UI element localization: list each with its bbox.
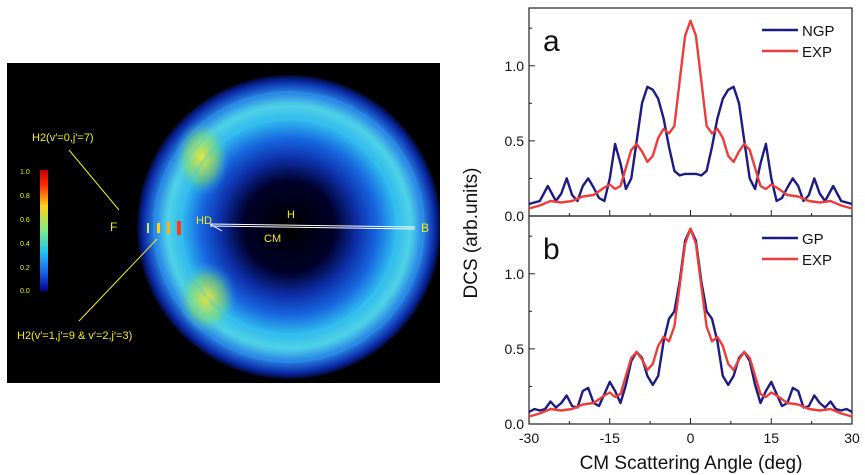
y-tick-label: 1.0: [505, 58, 525, 74]
x-tick-label: -15: [600, 430, 620, 446]
legend-label: NGP: [802, 23, 835, 40]
velocity-map-image: 1.0 0.8 0.6 0.4 0.2 0.0 H2(v′=0,j′=7) H2…: [7, 63, 440, 383]
colorbar-tick: 0.4: [20, 241, 30, 248]
colorbar-tick: 1.0: [20, 169, 30, 176]
x-tick-label: 30: [844, 430, 860, 446]
legend-label: EXP: [802, 252, 832, 269]
y-tick-label: 1.0: [505, 266, 525, 282]
y-axis-label: DCS (arb.units): [461, 167, 482, 299]
hot-spot-lower: [177, 262, 237, 334]
colorbar-tick: 0.6: [20, 217, 30, 224]
panel-label: a: [543, 25, 560, 58]
annotation-bottom: H2(v′=1,j′=9 & v′=2,j′=3): [17, 330, 132, 342]
streak: [177, 221, 181, 235]
label-CM: CM: [264, 233, 281, 245]
x-axis-label: CM Scattering Angle (deg): [579, 453, 803, 474]
y-tick-label: 0.5: [505, 133, 525, 149]
y-tick-label: 0.0: [505, 416, 525, 432]
x-tick-label: 0: [687, 430, 695, 446]
label-B: B: [421, 221, 429, 235]
series-line-ngp: [528, 85, 853, 206]
colorbar-tick: 0.2: [20, 265, 30, 272]
hot-spot-upper: [174, 120, 230, 196]
colorbar-tick: 0.8: [20, 193, 30, 200]
x-tick-label: 15: [763, 430, 779, 446]
x-tick-label: -30: [519, 430, 539, 446]
colorbar: [40, 170, 48, 291]
colorbar-tick: 0.0: [20, 288, 30, 295]
label-H: H: [287, 209, 295, 221]
colorbar-ticks: 1.0 0.8 0.6 0.4 0.2 0.0: [20, 169, 30, 295]
label-F: F: [110, 220, 117, 234]
legend-label: EXP: [802, 44, 832, 61]
panel-label: b: [543, 233, 560, 266]
series-line-exp: [528, 227, 853, 418]
label-HD: HD: [196, 215, 212, 227]
y-tick-label: 0.5: [505, 341, 525, 357]
velocity-map-svg: 1.0 0.8 0.6 0.4 0.2 0.0 H2(v′=0,j′=7) H2…: [17, 75, 440, 379]
legend-label: GP: [802, 231, 824, 248]
series-line-exp: [528, 19, 853, 210]
y-tick-label: 0.0: [505, 208, 525, 224]
annotation-top: H2(v′=0,j′=7): [32, 132, 94, 144]
